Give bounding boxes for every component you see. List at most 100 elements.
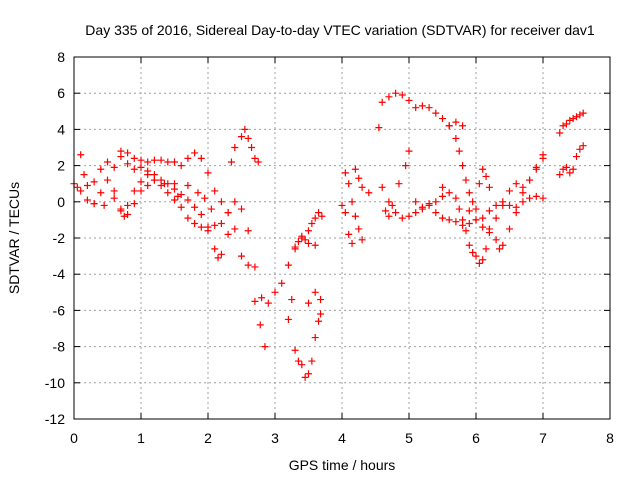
data-point	[569, 115, 577, 123]
data-point	[465, 207, 473, 215]
data-point	[241, 125, 249, 133]
data-point	[402, 162, 410, 170]
data-point	[90, 200, 98, 208]
data-point	[355, 174, 363, 182]
data-point	[305, 239, 312, 247]
x-tick-label: 7	[539, 430, 547, 446]
data-point	[579, 109, 587, 117]
data-point	[452, 118, 460, 126]
data-point	[97, 189, 105, 197]
data-point	[506, 225, 513, 233]
data-point	[425, 200, 433, 208]
data-point	[157, 156, 165, 164]
data-point	[224, 209, 232, 217]
data-point	[439, 115, 446, 123]
data-point	[211, 187, 219, 195]
data-point	[459, 216, 467, 224]
y-tick-label: -6	[53, 302, 66, 318]
data-point	[452, 218, 460, 226]
data-point	[526, 176, 534, 184]
data-point	[177, 162, 185, 170]
data-point	[432, 109, 440, 117]
data-point	[412, 209, 420, 217]
data-point	[462, 176, 470, 184]
data-point	[144, 158, 152, 166]
data-point	[459, 162, 467, 170]
data-point	[452, 134, 460, 142]
x-tick-label: 8	[606, 430, 614, 446]
data-point	[469, 248, 477, 256]
data-point	[576, 145, 584, 153]
data-point	[358, 183, 366, 191]
data-point	[485, 229, 493, 237]
data-point	[445, 122, 453, 130]
data-point	[317, 296, 325, 304]
data-point	[532, 192, 540, 200]
data-point	[506, 187, 513, 195]
data-point	[556, 129, 564, 137]
data-point	[150, 156, 158, 164]
plot-frame	[73, 56, 611, 420]
data-point	[566, 116, 574, 124]
data-point	[217, 220, 225, 228]
data-point	[130, 165, 138, 173]
y-axis-label: SDTVAR / TECUs	[6, 182, 22, 294]
data-point	[392, 89, 400, 97]
x-axis-ticks: 0 1 2 3 4 5 6 7 8	[70, 57, 614, 446]
data-point	[264, 299, 272, 307]
data-point	[351, 165, 359, 173]
data-point	[144, 182, 152, 190]
data-point	[338, 201, 346, 209]
data-point	[315, 209, 323, 217]
data-point	[439, 183, 446, 191]
data-point	[479, 165, 487, 173]
data-point	[197, 210, 205, 218]
data-point	[398, 91, 406, 99]
data-point	[556, 171, 564, 179]
data-point	[492, 236, 500, 244]
y-tick-label: 2	[57, 158, 65, 174]
data-point	[459, 122, 467, 130]
x-tick-label: 1	[137, 430, 145, 446]
data-point	[317, 310, 325, 318]
data-points	[70, 89, 587, 381]
data-point	[385, 93, 393, 101]
data-point	[512, 209, 520, 217]
data-point	[184, 196, 192, 204]
data-point	[251, 154, 259, 162]
data-point	[184, 182, 192, 190]
data-point	[566, 169, 574, 177]
y-tick-label: 4	[57, 121, 65, 137]
data-point	[171, 158, 178, 166]
data-point	[375, 124, 383, 132]
data-point	[395, 180, 403, 188]
data-point	[495, 245, 503, 253]
data-point	[465, 220, 473, 228]
data-point	[532, 163, 540, 171]
data-point	[298, 232, 306, 240]
data-point	[562, 163, 570, 171]
data-point	[388, 201, 396, 209]
data-point	[351, 212, 359, 220]
data-point	[117, 205, 125, 213]
data-point	[569, 165, 577, 173]
data-point	[150, 176, 158, 184]
data-point	[485, 207, 493, 215]
data-point	[479, 256, 487, 264]
data-point	[579, 142, 587, 150]
data-point	[117, 147, 125, 155]
data-point	[191, 149, 199, 157]
x-tick-label: 2	[204, 430, 212, 446]
x-tick-label: 0	[70, 430, 78, 446]
data-point	[305, 227, 312, 235]
data-point	[298, 361, 306, 369]
data-point	[100, 201, 108, 209]
data-point	[197, 223, 205, 231]
data-point	[271, 288, 279, 296]
data-point	[231, 144, 239, 151]
data-point	[214, 254, 222, 262]
data-point	[284, 261, 292, 269]
data-point	[83, 182, 91, 190]
data-point	[318, 212, 326, 220]
data-point	[452, 194, 460, 202]
